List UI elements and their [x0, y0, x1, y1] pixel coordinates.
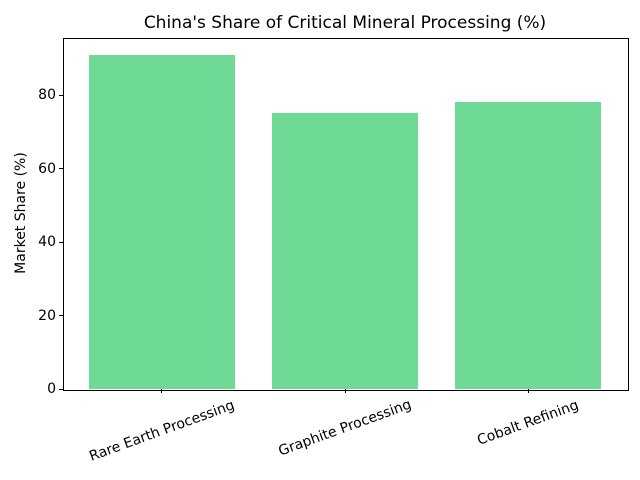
y-tick-mark-0 — [59, 388, 63, 390]
chart-title: China's Share of Critical Mineral Proces… — [143, 13, 547, 33]
bar-2 — [454, 102, 602, 389]
y-tick-mark-3 — [59, 168, 63, 170]
y-tick-label-4: 80 — [38, 87, 56, 104]
x-tick-label-2: Cobalt Refining — [475, 396, 581, 449]
y-tick-label-1: 20 — [38, 307, 56, 324]
x-tick-label-1: Graphite Processing — [276, 396, 414, 460]
y-tick-mark-4 — [59, 94, 63, 96]
bar-1 — [271, 113, 419, 389]
y-tick-label-2: 40 — [38, 234, 56, 251]
y-tick-label-0: 0 — [47, 381, 56, 397]
bar-0 — [88, 54, 236, 389]
x-tick-mark-0 — [161, 389, 163, 393]
x-tick-label-0: Rare Earth Processing — [87, 396, 237, 465]
x-tick-mark-1 — [344, 389, 346, 393]
y-tick-mark-2 — [59, 241, 63, 243]
y-tick-label-3: 60 — [38, 160, 56, 177]
x-tick-mark-2 — [527, 389, 529, 393]
y-tick-mark-1 — [59, 315, 63, 317]
